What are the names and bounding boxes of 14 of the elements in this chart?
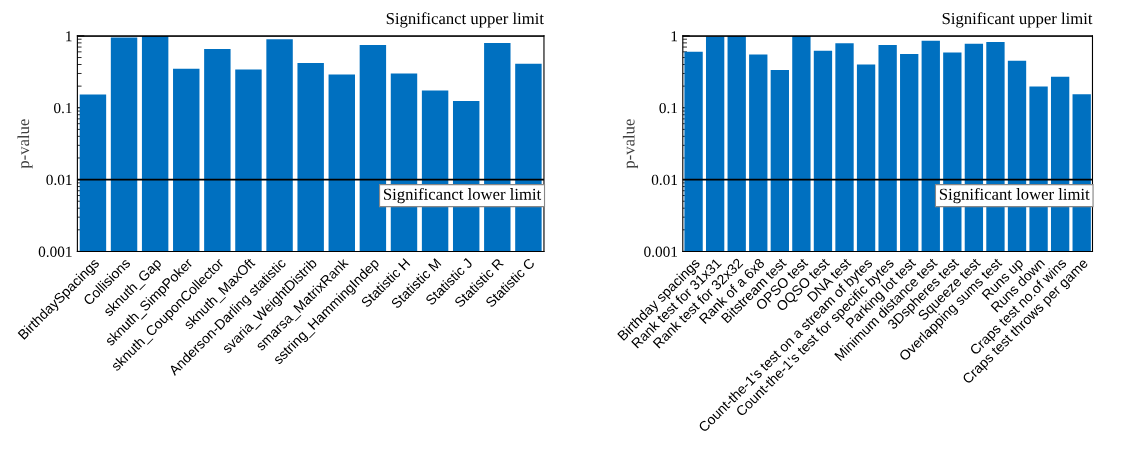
y-tick-label: 0.01	[651, 174, 678, 186]
y-tick-label: 1	[66, 31, 72, 42]
ref-line-label: Significant lower limit	[939, 187, 1090, 204]
y-axis-title: p-value	[17, 119, 33, 169]
y-tick-label: 0.001	[38, 246, 72, 257]
ref-line-label: Significanct lower limit	[384, 187, 542, 204]
y-tick-label: 0.01	[46, 174, 72, 186]
y-tick-label: 1	[671, 31, 678, 42]
y-tick-label: 0.001	[644, 246, 678, 257]
y-tick-label: 0.1	[659, 102, 678, 114]
y-axis-title: p-value	[622, 119, 639, 169]
y-tick-label: 0.1	[54, 102, 72, 114]
ref-line-label: Significanct upper limit	[386, 12, 544, 28]
ref-line-label: Significant upper limit	[942, 12, 1093, 28]
